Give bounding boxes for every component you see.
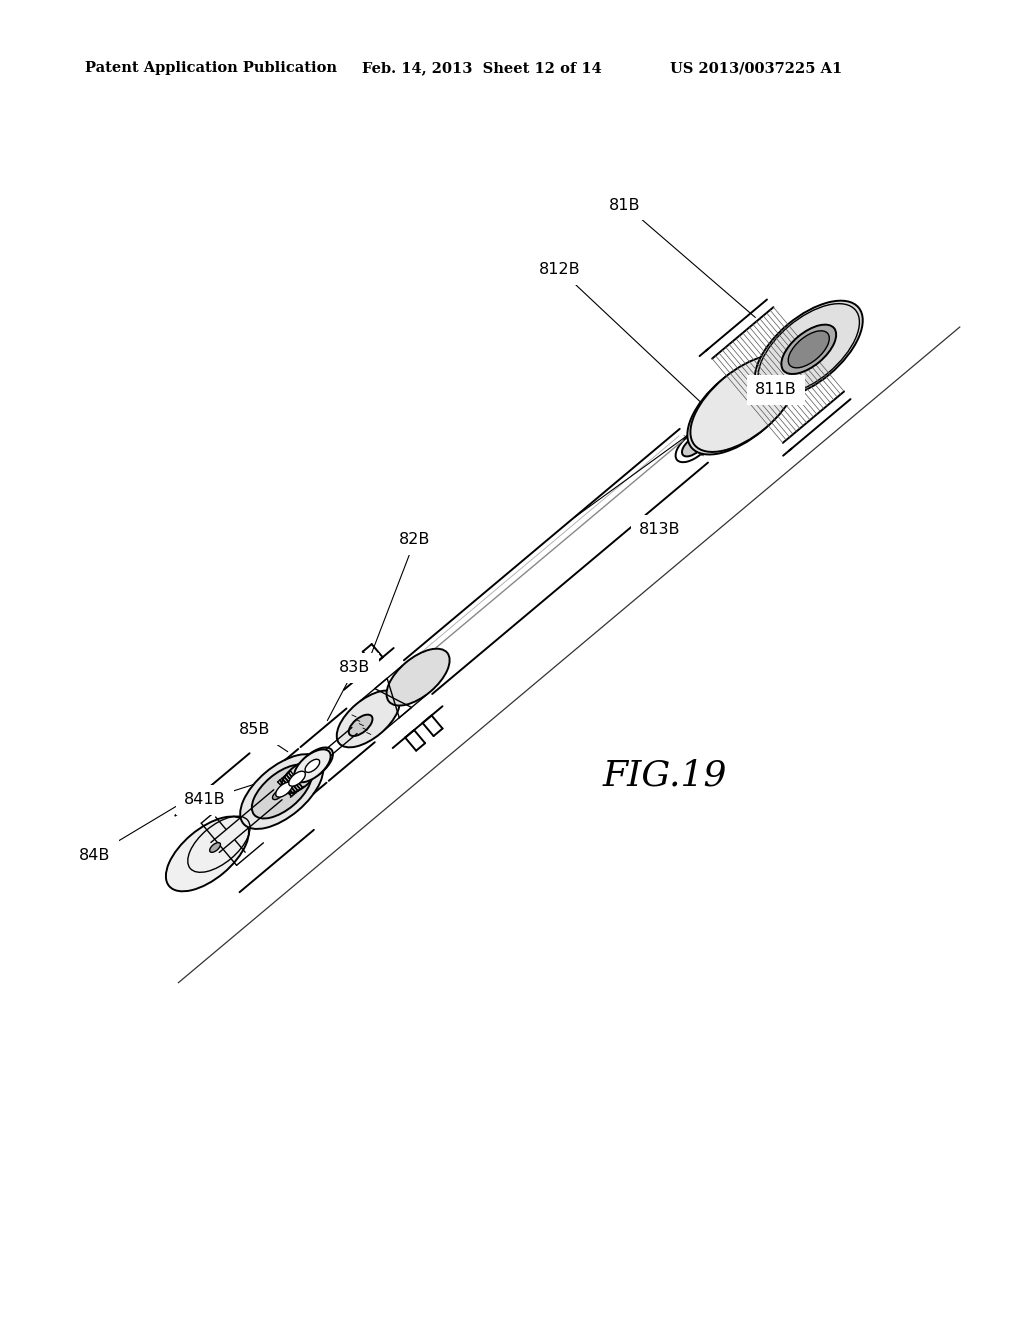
Text: 84B: 84B xyxy=(79,847,111,862)
Text: Feb. 14, 2013  Sheet 12 of 14: Feb. 14, 2013 Sheet 12 of 14 xyxy=(362,61,602,75)
Ellipse shape xyxy=(687,358,796,454)
Ellipse shape xyxy=(399,661,436,693)
Text: 813B: 813B xyxy=(639,523,681,537)
Text: 841B: 841B xyxy=(184,792,226,808)
Ellipse shape xyxy=(166,817,249,891)
Ellipse shape xyxy=(788,331,829,368)
Ellipse shape xyxy=(701,359,794,442)
Ellipse shape xyxy=(289,771,305,787)
Text: US 2013/0037225 A1: US 2013/0037225 A1 xyxy=(670,61,843,75)
Ellipse shape xyxy=(305,759,319,772)
Ellipse shape xyxy=(296,747,333,780)
Ellipse shape xyxy=(337,690,399,747)
Ellipse shape xyxy=(294,750,331,783)
Text: 85B: 85B xyxy=(240,722,270,738)
Ellipse shape xyxy=(281,760,317,793)
Ellipse shape xyxy=(682,436,706,457)
Ellipse shape xyxy=(781,325,837,374)
Ellipse shape xyxy=(758,304,859,395)
Text: 82B: 82B xyxy=(399,532,431,548)
Ellipse shape xyxy=(342,709,379,742)
Text: 83B: 83B xyxy=(339,660,371,676)
Ellipse shape xyxy=(272,789,284,800)
Ellipse shape xyxy=(386,648,450,706)
Text: 81B: 81B xyxy=(609,198,641,213)
Ellipse shape xyxy=(349,714,373,737)
Text: 811B: 811B xyxy=(755,383,797,397)
Ellipse shape xyxy=(241,754,324,829)
Ellipse shape xyxy=(690,355,799,451)
Text: Patent Application Publication: Patent Application Publication xyxy=(85,61,337,75)
Ellipse shape xyxy=(252,764,311,818)
Text: FIG.19: FIG.19 xyxy=(603,758,727,792)
Ellipse shape xyxy=(275,783,292,797)
Ellipse shape xyxy=(210,842,220,853)
Ellipse shape xyxy=(676,429,712,462)
Ellipse shape xyxy=(755,301,863,397)
Text: 812B: 812B xyxy=(540,263,581,277)
